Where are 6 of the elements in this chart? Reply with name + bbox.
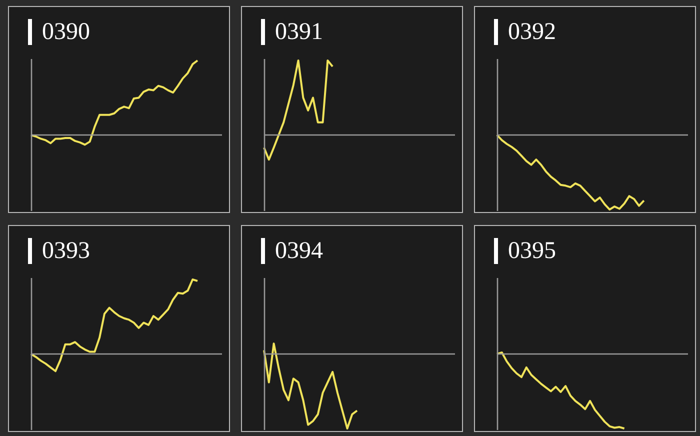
chart-title: 0394 <box>275 237 323 265</box>
chart-title: 0393 <box>42 237 90 265</box>
chart-title: 0390 <box>42 18 90 46</box>
chart-title: 0391 <box>275 18 323 46</box>
chart-title: 0395 <box>508 237 556 265</box>
chart-title: 0392 <box>508 18 556 46</box>
